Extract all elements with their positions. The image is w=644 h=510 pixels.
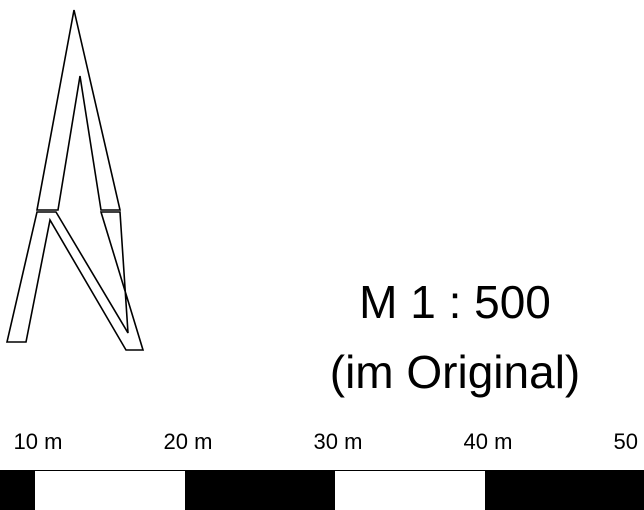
scale-ratio: M 1 : 500 xyxy=(359,276,551,328)
scale-segment-black xyxy=(0,470,35,510)
scale-segment-white xyxy=(335,470,485,510)
scale-tick-label: 10 m xyxy=(13,429,63,454)
scale-segment-black xyxy=(185,470,335,510)
scale-tick-label: 30 m xyxy=(313,429,363,454)
scale-tick-label: 50 m xyxy=(613,429,644,454)
scale-segment-white xyxy=(35,470,185,510)
scale-segment-black xyxy=(485,470,644,510)
scale-tick-label: 40 m xyxy=(463,429,513,454)
scale-tick-label: 20 m xyxy=(163,429,213,454)
scale-bar xyxy=(0,470,644,510)
scale-note: (im Original) xyxy=(329,346,581,398)
north-arrow-icon xyxy=(5,9,145,351)
